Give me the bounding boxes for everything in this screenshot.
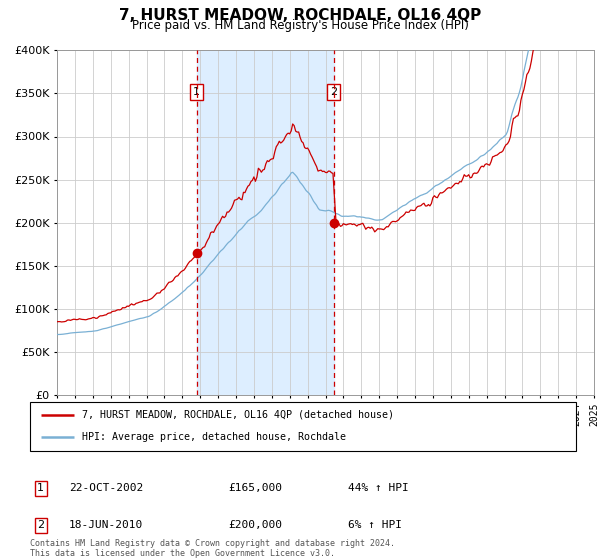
Text: 1: 1 [193,87,200,97]
Text: Price paid vs. HM Land Registry's House Price Index (HPI): Price paid vs. HM Land Registry's House … [131,19,469,32]
Text: 6% ↑ HPI: 6% ↑ HPI [348,520,402,530]
Text: 7, HURST MEADOW, ROCHDALE, OL16 4QP: 7, HURST MEADOW, ROCHDALE, OL16 4QP [119,8,481,24]
Text: HPI: Average price, detached house, Rochdale: HPI: Average price, detached house, Roch… [82,432,346,442]
Text: This data is licensed under the Open Government Licence v3.0.: This data is licensed under the Open Gov… [30,549,335,558]
Text: 7, HURST MEADOW, ROCHDALE, OL16 4QP (detached house): 7, HURST MEADOW, ROCHDALE, OL16 4QP (det… [82,410,394,420]
Text: 44% ↑ HPI: 44% ↑ HPI [348,483,409,493]
Text: £200,000: £200,000 [228,520,282,530]
Text: Contains HM Land Registry data © Crown copyright and database right 2024.: Contains HM Land Registry data © Crown c… [30,539,395,548]
Text: 1: 1 [37,483,44,493]
Bar [197,50,334,395]
Text: 2: 2 [37,520,44,530]
Text: 2: 2 [330,87,337,97]
Text: £165,000: £165,000 [228,483,282,493]
Text: 22-OCT-2002: 22-OCT-2002 [69,483,143,493]
FancyBboxPatch shape [30,402,576,451]
Text: 18-JUN-2010: 18-JUN-2010 [69,520,143,530]
